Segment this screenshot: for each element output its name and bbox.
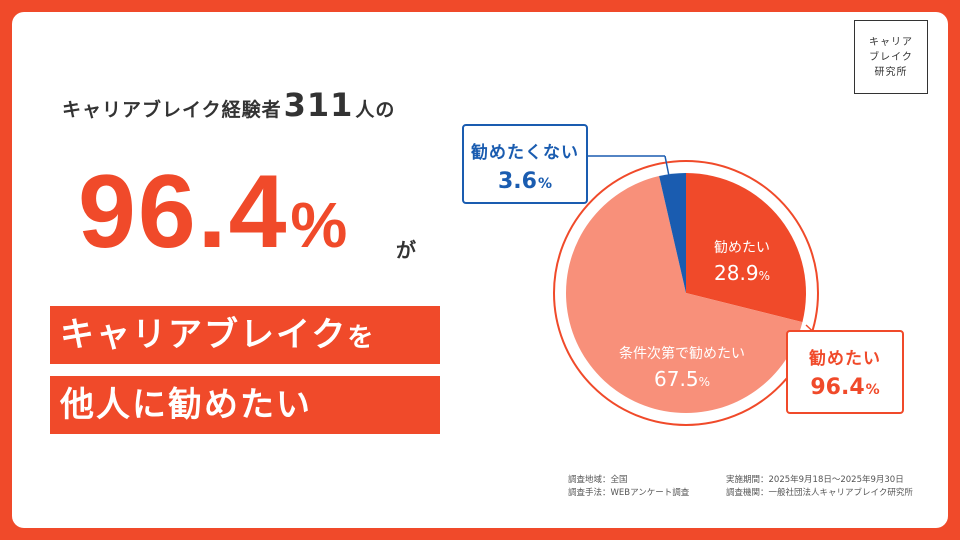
banner-line-2-text: 他人に勧めたい (60, 385, 312, 425)
footnote-period: 実施期間：2025年9月18日～2025年9月30日 (726, 475, 904, 485)
footnote-left: 調査地域：全国 調査手法：WEBアンケート調査 (568, 474, 689, 500)
callout-recommend-total: 勧めたい 96.4% (786, 330, 904, 414)
logo-line-3: 研究所 (874, 66, 908, 78)
pie-slice-label-1: 勧めたい (714, 239, 770, 256)
callout-red-unit: % (865, 382, 880, 398)
blue-leader-line-2 (664, 155, 670, 177)
headline: キャリアブレイク経験者 311 人の (62, 86, 442, 124)
logo-line-1: キャリア (869, 36, 913, 48)
callout-not-recommend: 勧めたくない 3.6% (462, 124, 588, 204)
logo-line-2: ブレイク (869, 51, 913, 63)
callout-red-value: 96.4 (810, 375, 865, 400)
big-stat-value: 96.4 (78, 154, 289, 270)
footnote-organization: 調査機関：一般社団法人キャリアブレイク研究所 (726, 488, 913, 498)
headline-number: 311 (283, 86, 354, 124)
callout-red-value-wrap: 96.4% (788, 375, 902, 400)
headline-prefix: キャリアブレイク経験者 (62, 99, 282, 121)
headline-suffix: 人の (355, 99, 396, 121)
banner-line-1-tail: を (347, 323, 376, 353)
callout-blue-value: 3.6 (497, 169, 537, 194)
pie-slice-2 (566, 176, 803, 413)
brand-logo: キャリア ブレイク 研究所 (854, 20, 928, 94)
banner-line-1: キャリアブレイクを (50, 306, 440, 364)
callout-red-label: 勧めたい (809, 349, 881, 369)
footnote-method: 調査手法：WEBアンケート調査 (568, 488, 690, 498)
banner-line-2: 他人に勧めたい (50, 376, 440, 434)
big-stat: 96.4% (78, 160, 349, 277)
pie-slice-1 (686, 173, 806, 323)
outer-ring (553, 160, 819, 426)
callout-blue-label: 勧めたくない (471, 143, 579, 163)
footnote-region: 調査地域：全国 (568, 475, 628, 485)
footnote-right: 実施期間：2025年9月18日～2025年9月30日 調査機関：一般社団法人キャ… (726, 474, 913, 500)
banner-line-1-text: キャリアブレイク (60, 315, 348, 355)
big-stat-unit: % (290, 189, 350, 261)
callout-blue-unit: % (537, 176, 552, 192)
pie-slice-value-2: 67.5% (654, 367, 710, 391)
callout-blue-value-wrap: 3.6% (464, 169, 586, 194)
pie-slice-label-2: 条件次第で勧めたい (619, 345, 745, 362)
pie-slice-value-1: 28.9% (714, 261, 770, 285)
pie-slice-3 (659, 173, 686, 293)
particle-ga: が (396, 238, 416, 262)
